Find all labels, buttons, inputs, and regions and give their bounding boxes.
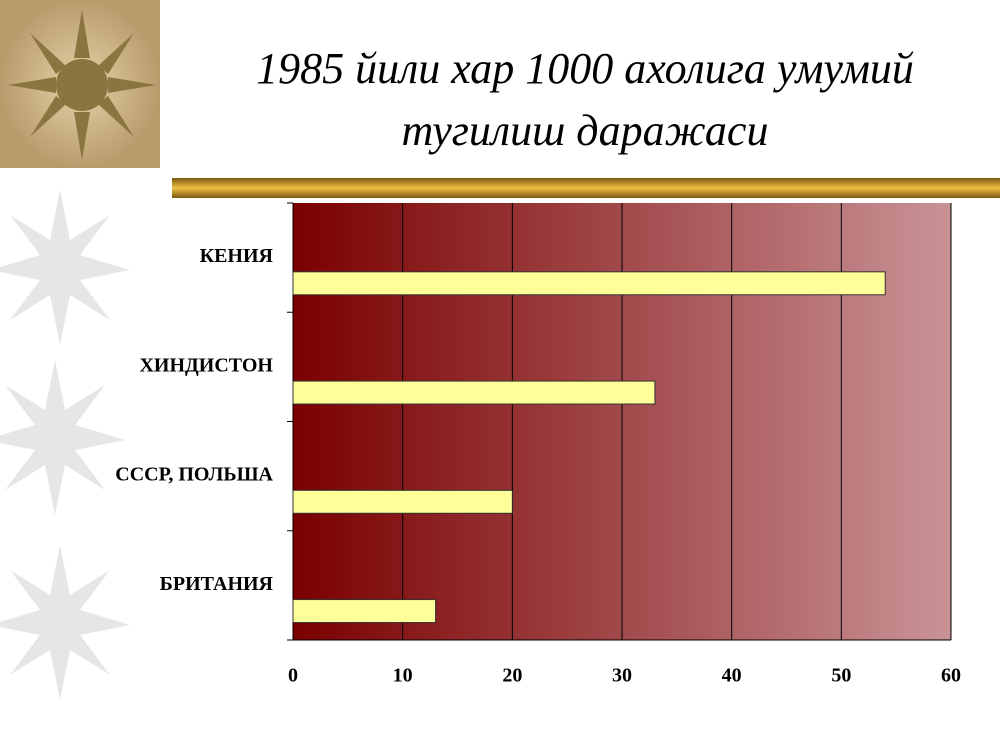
x-tick-label: 20 <box>502 665 522 687</box>
gold-band <box>172 178 1000 198</box>
bar <box>292 271 886 296</box>
bar <box>292 489 513 514</box>
bar <box>292 599 437 624</box>
x-tick-label: 30 <box>612 665 632 687</box>
x-tick-label: 60 <box>941 665 961 687</box>
x-tick-label: 10 <box>393 665 413 687</box>
x-tick-label: 0 <box>288 665 298 687</box>
slide-title: 1985 йили хар 1000 ахолига умумий тугили… <box>256 44 914 155</box>
y-tick-label: БРИТАНИЯ <box>160 573 274 595</box>
logo-sun <box>8 10 156 160</box>
y-tick-label: ХИНДИСТОН <box>139 354 273 376</box>
x-tick-label: 50 <box>831 665 851 687</box>
decor-suns <box>0 190 130 700</box>
x-tick-label: 40 <box>722 665 742 687</box>
y-tick-label: КЕНИЯ <box>200 245 274 267</box>
y-tick-label: СССР, ПОЛЬША <box>115 464 273 486</box>
bar <box>292 380 656 405</box>
